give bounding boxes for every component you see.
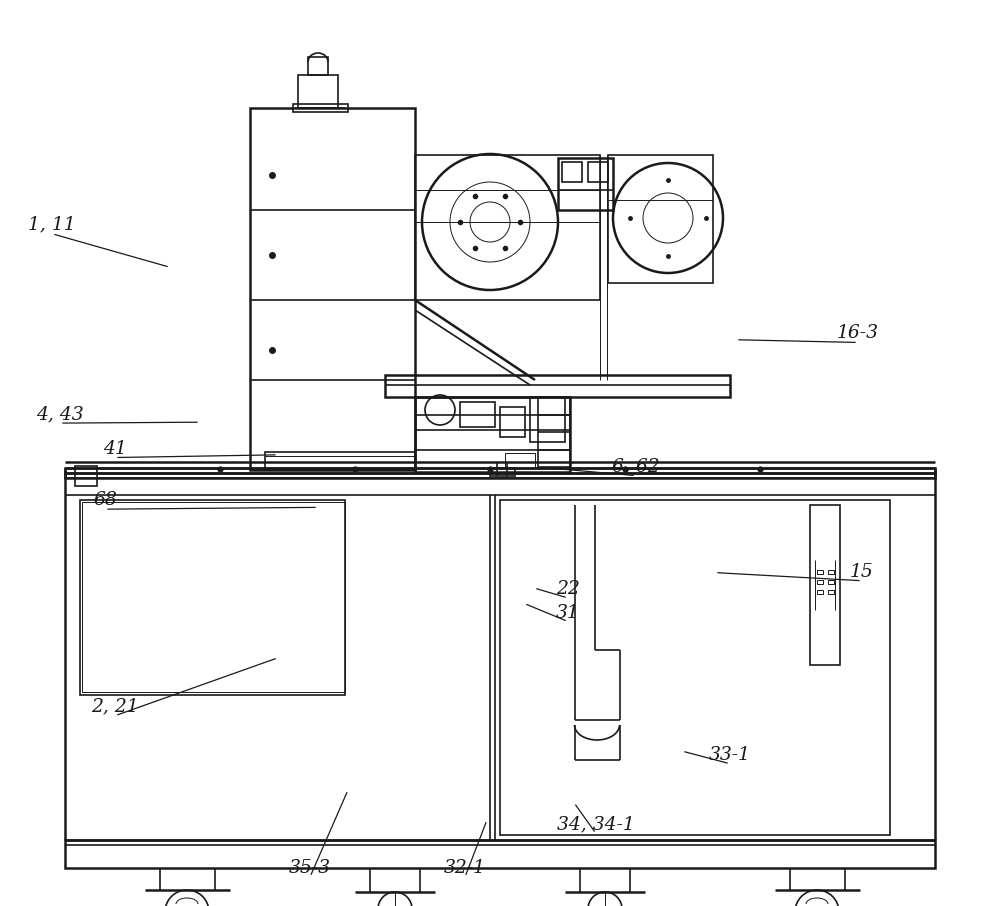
Bar: [530, 397, 565, 442]
Bar: [75, 466, 97, 486]
Bar: [505, 453, 535, 468]
Bar: [490, 468, 515, 476]
Bar: [608, 155, 713, 283]
Bar: [293, 104, 348, 112]
Bar: [415, 155, 600, 300]
Bar: [80, 500, 345, 695]
Bar: [828, 580, 834, 584]
Bar: [558, 158, 613, 210]
Bar: [828, 590, 834, 594]
Text: 1, 11: 1, 11: [28, 216, 76, 234]
Bar: [500, 407, 525, 437]
Bar: [817, 570, 823, 574]
Bar: [65, 840, 935, 868]
Bar: [415, 397, 570, 472]
Text: 22: 22: [556, 580, 580, 598]
Text: 6, 62: 6, 62: [612, 458, 660, 476]
Bar: [828, 570, 834, 574]
Text: 16-3: 16-3: [837, 324, 879, 342]
Bar: [82, 502, 345, 692]
Bar: [65, 473, 935, 478]
Text: 32-1: 32-1: [444, 859, 486, 877]
Bar: [265, 452, 415, 470]
Text: 68: 68: [93, 491, 117, 509]
Bar: [588, 162, 608, 182]
Text: 4, 43: 4, 43: [36, 405, 84, 423]
Bar: [817, 580, 823, 584]
Bar: [817, 590, 823, 594]
Bar: [308, 57, 328, 75]
Text: 33-1: 33-1: [709, 746, 751, 764]
Bar: [460, 402, 495, 427]
Text: 2, 21: 2, 21: [91, 698, 139, 716]
Bar: [562, 162, 582, 182]
Bar: [500, 500, 890, 835]
Bar: [538, 397, 570, 467]
Text: 34, 34-1: 34, 34-1: [557, 815, 635, 834]
Text: 15: 15: [850, 563, 874, 581]
Bar: [298, 75, 338, 108]
Text: 31: 31: [556, 603, 580, 622]
Text: 41: 41: [103, 439, 127, 458]
Text: 35-3: 35-3: [289, 859, 331, 877]
Bar: [250, 108, 415, 470]
Bar: [810, 505, 840, 665]
Bar: [65, 468, 935, 473]
Bar: [385, 375, 730, 397]
